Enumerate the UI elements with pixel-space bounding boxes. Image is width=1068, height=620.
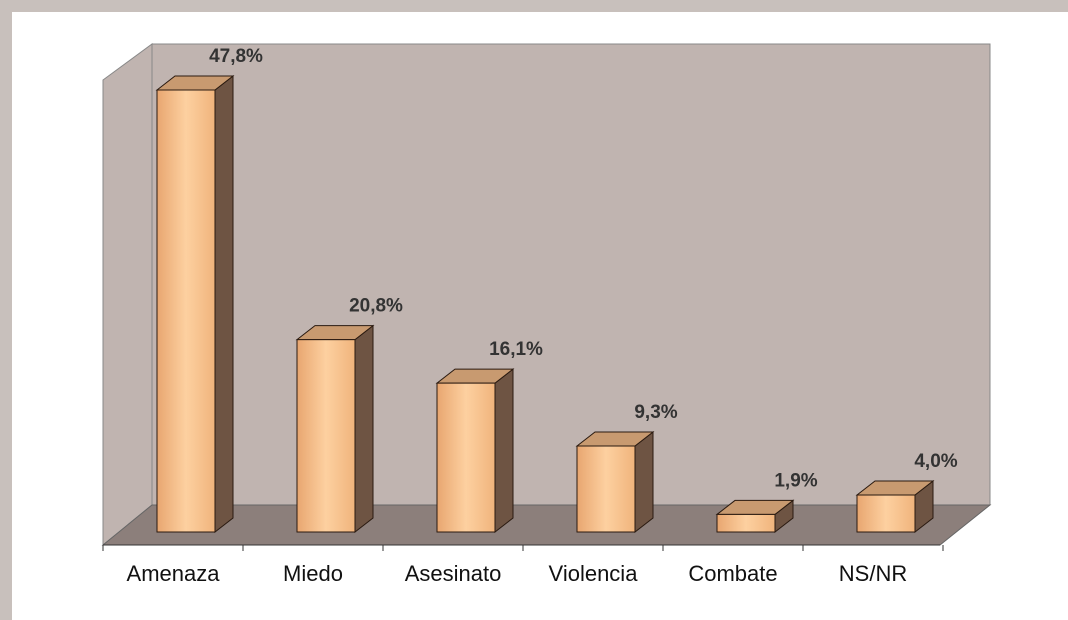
bar [436, 382, 496, 533]
x-tick-label: Asesinato [405, 561, 502, 586]
bar [156, 89, 216, 533]
side-wall [102, 43, 153, 547]
bar-side [214, 74, 234, 534]
x-tick-label: Amenaza [127, 561, 221, 586]
data-label: 9,3% [634, 402, 677, 423]
x-tick-label: Miedo [283, 561, 343, 586]
data-label: 4,0% [914, 451, 957, 472]
bar-side [354, 324, 374, 534]
x-tick-label: NS/NR [839, 561, 907, 586]
data-label: 47,8% [209, 46, 263, 67]
data-label: 1,9% [774, 470, 817, 491]
x-tick-label: Combate [688, 561, 777, 586]
bar-side [494, 368, 514, 534]
data-label: 16,1% [489, 339, 543, 360]
bar-side [634, 430, 654, 534]
back-wall [151, 43, 991, 506]
bar [576, 445, 636, 533]
data-label: 20,8% [349, 296, 403, 317]
bar [296, 339, 356, 533]
bar [856, 494, 916, 533]
x-tick-label: Violencia [549, 561, 639, 586]
bar [716, 513, 776, 533]
